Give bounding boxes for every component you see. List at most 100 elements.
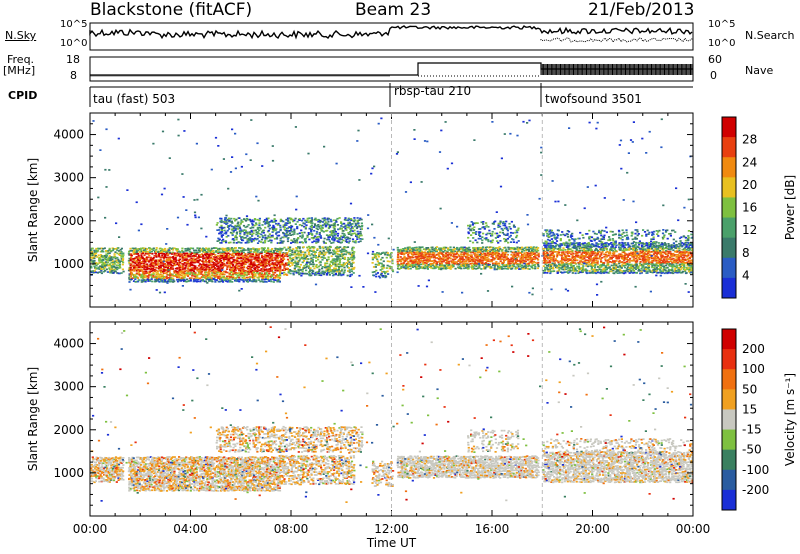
data-cell [613, 264, 616, 267]
data-cell [251, 269, 254, 272]
data-cell [480, 257, 483, 259]
data-cell [271, 266, 274, 269]
data-cell [354, 222, 357, 225]
data-cell [179, 265, 182, 267]
data-cell [190, 267, 193, 269]
data-cell [137, 279, 140, 281]
data-cell [197, 280, 200, 283]
data-cell [236, 251, 239, 253]
data-cell [510, 260, 513, 262]
data-cell [613, 260, 617, 262]
data-cell [331, 235, 334, 237]
data-cell [398, 249, 401, 251]
data-cell [305, 272, 308, 275]
data-cell [294, 241, 297, 244]
data-cell [254, 237, 257, 240]
data-cell [397, 262, 400, 265]
data-cell [582, 268, 585, 271]
data-cell [274, 275, 277, 277]
data-cell [232, 238, 235, 240]
data-cell [303, 253, 306, 256]
data-cell [556, 265, 559, 267]
data-cell [150, 248, 153, 250]
data-cell [316, 236, 319, 238]
data-cell [400, 258, 403, 261]
data-cell [472, 257, 475, 260]
data-cell [222, 251, 225, 253]
data-cell [336, 224, 339, 226]
data-cell [346, 274, 349, 277]
data-cell [476, 255, 479, 258]
data-cell [151, 265, 155, 267]
data-cell [439, 265, 442, 268]
data-cell [627, 243, 630, 246]
data-cell [295, 263, 298, 266]
data-cell [542, 248, 545, 250]
data-cell [281, 253, 284, 256]
data-cell [220, 255, 223, 257]
data-cell [180, 274, 183, 277]
data-cell [410, 265, 413, 268]
data-cell [594, 266, 597, 269]
data-cell [428, 266, 431, 268]
data-cell [590, 246, 593, 248]
data-cell [266, 275, 270, 277]
data-cell [331, 259, 334, 262]
data-cell [257, 235, 260, 237]
data-cell [592, 256, 595, 259]
data-cell [278, 247, 281, 250]
data-cell [605, 248, 608, 250]
data-cell [574, 250, 577, 253]
data-cell [140, 250, 143, 253]
data-cell [598, 246, 601, 248]
data-cell [464, 255, 468, 258]
data-cell [252, 273, 255, 276]
data-cell [499, 248, 502, 250]
data-cell [408, 249, 411, 252]
data-cell [262, 275, 265, 278]
data-cell [244, 241, 247, 244]
data-cell [165, 277, 168, 280]
data-cell [268, 250, 271, 253]
data-cell [554, 247, 557, 250]
data-cell [348, 251, 351, 254]
data-cell [582, 256, 585, 258]
data-cell [425, 256, 428, 258]
data-cell [416, 265, 419, 268]
data-cell [630, 251, 633, 254]
data-cell [137, 280, 140, 283]
data-cell [504, 265, 507, 267]
data-cell [235, 249, 238, 252]
data-cell [320, 228, 323, 230]
data-cell [244, 254, 247, 256]
data-cell [456, 248, 459, 250]
data-cell [228, 262, 231, 265]
data-cell [622, 262, 625, 264]
data-cell [219, 265, 222, 267]
data-cell [182, 277, 185, 279]
data-cell [183, 254, 186, 256]
data-cell [276, 250, 279, 253]
data-cell [338, 259, 341, 262]
data-cell [402, 258, 405, 261]
data-cell [614, 268, 617, 270]
data-cell [288, 232, 291, 235]
data-cell [596, 260, 599, 263]
data-cell [468, 257, 472, 259]
data-cell [451, 255, 454, 258]
data-cell [140, 252, 143, 255]
data-cell [333, 229, 336, 232]
data-cell [348, 221, 351, 224]
data-cell [480, 248, 483, 251]
data-cell [426, 253, 430, 255]
data-cell [493, 265, 496, 268]
data-cell [279, 224, 282, 227]
data-cell [542, 269, 545, 272]
data-cell [316, 256, 319, 259]
data-cell [252, 232, 255, 235]
data-cell [267, 221, 270, 224]
data-cell [338, 237, 341, 239]
data-cell [566, 258, 569, 260]
data-cell [484, 259, 487, 261]
data-cell [96, 271, 100, 274]
